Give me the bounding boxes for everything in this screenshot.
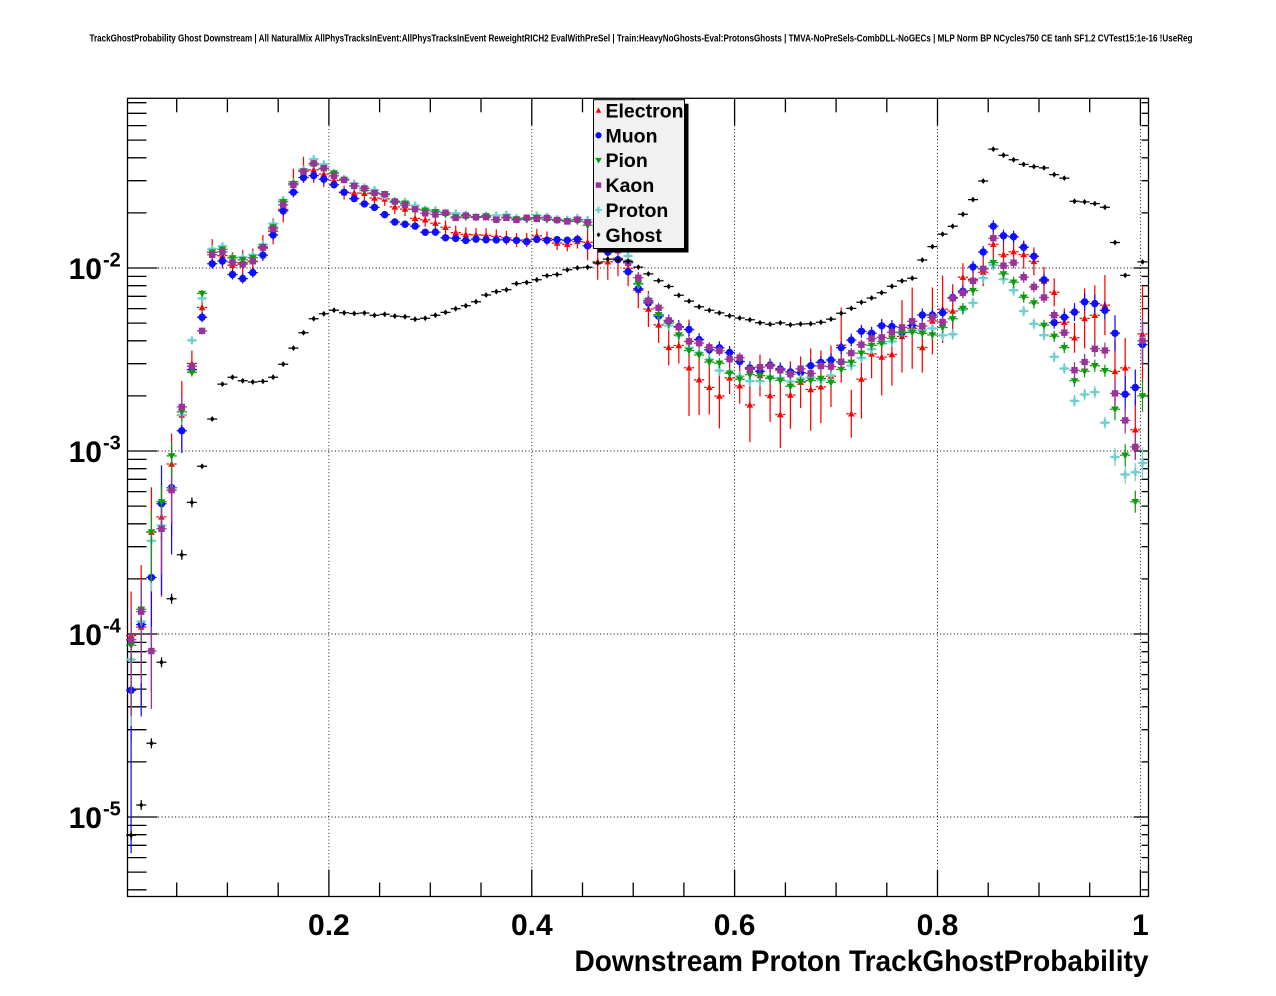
- svg-text:0.6: 0.6: [714, 909, 756, 942]
- svg-text:Muon: Muon: [606, 125, 658, 147]
- svg-text:Proton: Proton: [606, 200, 669, 222]
- svg-text:10: 10: [69, 253, 102, 286]
- svg-text:0.4: 0.4: [511, 909, 553, 942]
- svg-text:-3: -3: [103, 433, 121, 455]
- svg-text:-5: -5: [103, 799, 121, 821]
- svg-text:Kaon: Kaon: [606, 175, 655, 197]
- svg-text:-4: -4: [103, 616, 122, 638]
- svg-text:Electron: Electron: [606, 101, 684, 123]
- svg-text:-2: -2: [103, 250, 121, 272]
- svg-text:0.8: 0.8: [917, 909, 959, 942]
- svg-text:Ghost: Ghost: [606, 225, 663, 247]
- svg-text:Downstream Proton TrackGhostPr: Downstream Proton TrackGhostProbability: [575, 945, 1149, 978]
- svg-text:TrackGhostProbability Ghost Do: TrackGhostProbability Ghost Downstream |…: [90, 33, 1193, 45]
- svg-text:Pion: Pion: [606, 150, 648, 172]
- svg-text:10: 10: [69, 619, 102, 652]
- svg-text:10: 10: [69, 436, 102, 469]
- svg-text:10: 10: [69, 802, 102, 835]
- svg-text:1: 1: [1132, 909, 1149, 942]
- svg-text:0.2: 0.2: [308, 909, 350, 942]
